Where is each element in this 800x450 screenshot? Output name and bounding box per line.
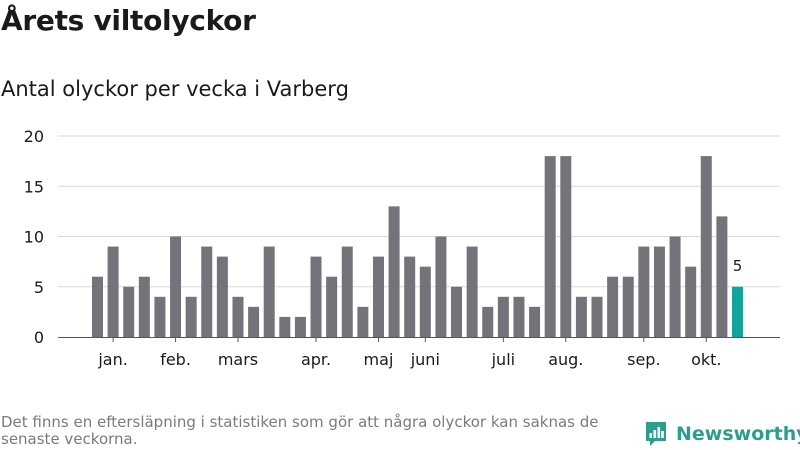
bar bbox=[138, 276, 150, 337]
bar bbox=[466, 246, 478, 337]
axes bbox=[58, 337, 780, 342]
labels: 0 5 10 15 20 jan. feb. mars apr. maj juni juli aug. s… bbox=[24, 127, 743, 369]
chart-subtitle: Antal olyckor per vecka i Varberg bbox=[1, 77, 349, 101]
bar bbox=[248, 306, 260, 337]
bar bbox=[310, 256, 322, 337]
x-tick-label: aug. bbox=[548, 350, 583, 369]
bar bbox=[638, 246, 650, 337]
x-tick-label: feb. bbox=[160, 350, 191, 369]
x-tick-label: okt. bbox=[691, 350, 721, 369]
bar-highlight bbox=[732, 286, 743, 337]
bar bbox=[716, 216, 728, 337]
bar bbox=[482, 306, 494, 337]
bar bbox=[544, 156, 556, 337]
newsworthy-logo-icon bbox=[646, 422, 666, 446]
bar bbox=[185, 296, 197, 337]
bar bbox=[451, 286, 463, 337]
bar bbox=[653, 246, 665, 337]
bar bbox=[201, 246, 213, 337]
newsworthy-logo-text: Newsworthy bbox=[676, 423, 800, 445]
x-tick-label: mars bbox=[218, 350, 258, 369]
x-tick-label: sep. bbox=[627, 350, 660, 369]
bar bbox=[232, 296, 244, 337]
x-tick-label: jan. bbox=[97, 350, 127, 369]
bar bbox=[372, 256, 384, 337]
x-tick-label: juni bbox=[410, 350, 440, 369]
bar-chart: 0 5 10 15 20 jan. feb. mars apr. maj juni juli aug. s… bbox=[24, 127, 780, 369]
newsworthy-logo[interactable]: Newsworthy bbox=[644, 420, 800, 448]
x-tick-label: juli bbox=[491, 350, 515, 369]
bar bbox=[497, 296, 509, 337]
bar bbox=[513, 296, 525, 337]
bar bbox=[669, 236, 681, 337]
bar bbox=[341, 246, 353, 337]
y-tick-label: 20 bbox=[24, 127, 44, 146]
bar bbox=[529, 306, 541, 337]
bar bbox=[92, 276, 103, 337]
chart-title: Årets viltolyckor bbox=[1, 4, 256, 37]
bar bbox=[154, 296, 166, 337]
x-tick-label: maj bbox=[364, 350, 394, 369]
bar bbox=[294, 316, 306, 337]
bar bbox=[591, 296, 603, 337]
y-tick-label: 10 bbox=[24, 228, 44, 247]
bar bbox=[123, 286, 135, 337]
bar bbox=[170, 236, 182, 337]
y-tick-label: 5 bbox=[34, 278, 44, 297]
bar bbox=[622, 276, 634, 337]
footnote: Det finns en eftersläpning i statistiken… bbox=[1, 413, 599, 448]
highlight-value-label: 5 bbox=[733, 257, 743, 275]
bar bbox=[700, 156, 712, 337]
bar bbox=[263, 246, 275, 337]
bar bbox=[607, 276, 619, 337]
y-tick-label: 15 bbox=[24, 177, 44, 196]
bar bbox=[388, 206, 400, 337]
bar bbox=[279, 316, 291, 337]
bar bbox=[575, 296, 587, 337]
bar bbox=[326, 276, 338, 337]
bar bbox=[685, 266, 697, 337]
bar bbox=[404, 256, 416, 337]
bar bbox=[560, 156, 572, 337]
y-tick-label: 0 bbox=[34, 328, 44, 347]
bar bbox=[435, 236, 447, 337]
x-tick-label: apr. bbox=[301, 350, 331, 369]
bar bbox=[419, 266, 431, 337]
bar bbox=[216, 256, 228, 337]
bar bbox=[107, 246, 119, 337]
bar bbox=[357, 306, 369, 337]
bars bbox=[92, 156, 743, 337]
